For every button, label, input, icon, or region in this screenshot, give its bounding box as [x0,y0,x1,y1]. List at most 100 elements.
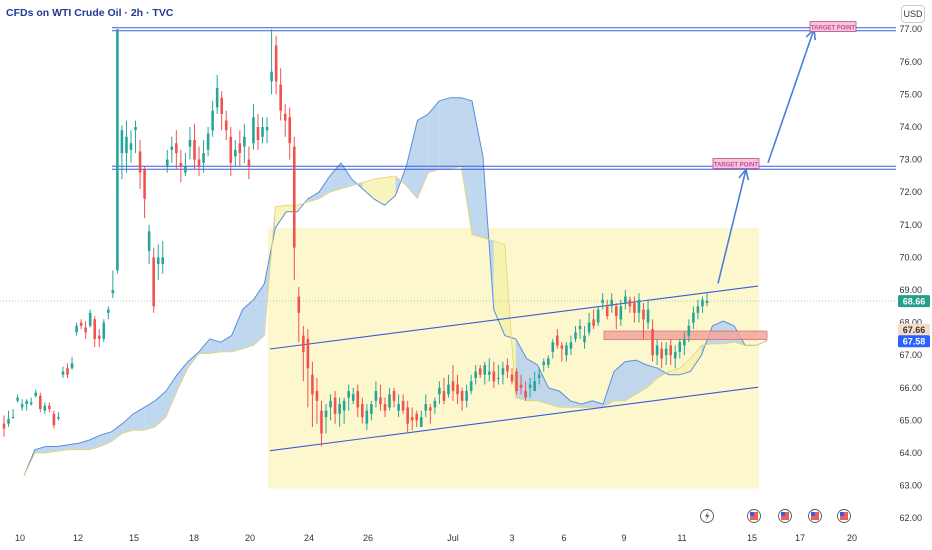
candle-body [120,130,124,154]
candle-body [515,371,518,392]
cloud-segment [646,365,658,388]
x-tick-label: 17 [795,533,805,543]
candle-body [265,127,269,131]
arrow-line [717,169,747,284]
candle-body [660,348,663,359]
candle-body [75,325,78,333]
candle-body [696,306,700,313]
cloud-segment [668,368,680,375]
candle-body [701,299,704,307]
candle-body [215,87,219,108]
candle-body [574,332,577,339]
x-tick-label: 15 [747,533,757,543]
candle-body [193,140,196,160]
cloud-segment [592,400,604,408]
candle-body [279,84,282,111]
cloud-segment [166,374,177,418]
candle-body [533,381,536,392]
candle-body [302,335,305,352]
price-badge [898,335,930,348]
candle-body [179,162,183,167]
candle-body [556,335,559,346]
candle-body [292,146,296,248]
candle-body [655,345,659,356]
cloud-segment [34,446,46,453]
candle-body [419,417,423,427]
candle-body [415,413,419,421]
y-tick-label: 76.00 [899,57,922,67]
price-badge [898,323,930,336]
cloud-segment [679,358,691,375]
candle-body [469,381,473,392]
candle-body [61,371,65,375]
x-tick-label: 12 [73,533,83,543]
candle-body [97,335,101,339]
bolt-shape [705,511,710,521]
candle-body [569,342,573,349]
candle-body [152,257,155,307]
cloud-segment [690,345,702,372]
y-tick-label: 72.00 [899,187,922,197]
candle-body [206,133,210,150]
cloud-segment [111,423,123,442]
annotation-box [712,158,760,169]
candle-body [288,117,292,144]
candle-body [388,394,391,408]
candle-body [111,290,115,294]
candle-body [211,110,214,131]
candle-body [683,338,686,346]
candle-body [456,384,459,395]
candle-body [20,404,24,408]
candle-body [401,400,405,411]
cloud-segment [493,241,505,336]
cloud-segment [329,162,341,193]
candle-body [70,363,74,369]
cloud-span-a [23,97,768,476]
cloud-segment [526,358,538,401]
candle-body [370,404,373,414]
y-tick-label: 62.00 [899,513,922,523]
candle-body [224,120,228,131]
annotation-box [809,21,857,32]
candle-body [424,404,428,411]
cloud-segment [614,361,625,401]
candle-body [551,342,555,352]
candle-body [197,159,201,167]
candle-body [247,159,251,167]
candle-body [11,417,15,419]
currency-button[interactable]: USD [901,5,925,23]
candle-body [93,319,97,339]
candle-body [483,364,487,375]
candle-body [88,312,92,326]
candle-body [669,345,673,356]
candle-body [351,394,355,401]
x-tick-label: 10 [15,533,25,543]
candle-body [705,301,709,304]
channel-upper [269,285,759,350]
candle-body [592,319,595,326]
candle-body [261,127,264,137]
candle-body [605,306,609,317]
y-tick-label: 71.00 [899,220,922,230]
candle-body [138,151,142,173]
candle-body [238,143,242,154]
y-tick-label: 64.00 [899,448,922,458]
candle-body [646,309,650,323]
candle-body [578,325,582,330]
arrow-line [767,28,815,164]
candle-body [306,338,310,369]
candle-body [43,405,47,411]
candle-body [383,404,387,411]
x-tick-label: 11 [677,533,686,543]
candle-body [297,296,301,313]
candle-body [560,345,564,349]
x-tick-label: 20 [245,533,255,543]
x-tick-label: 24 [304,533,314,543]
y-tick-label: 66.00 [899,383,922,393]
cloud-segment [144,400,156,431]
candle-body [492,371,496,382]
candle-body [2,423,6,429]
cloud-segment [155,391,166,427]
price-badge [898,295,930,308]
